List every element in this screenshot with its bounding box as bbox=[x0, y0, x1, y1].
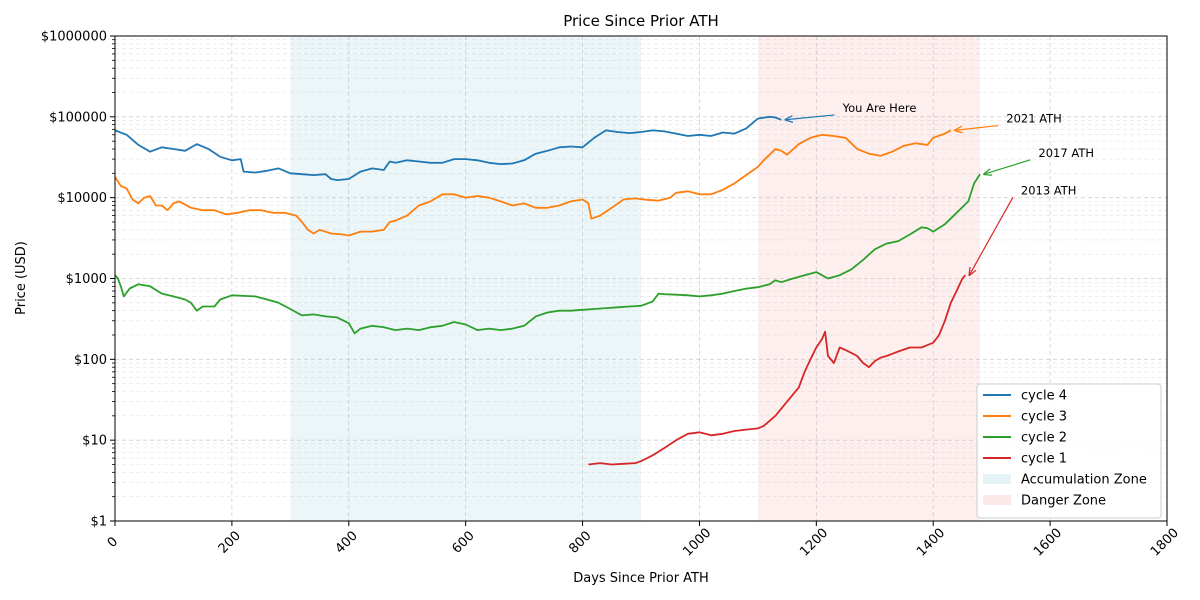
legend-label-cycle-4: cycle 4 bbox=[1021, 389, 1067, 404]
annotation-arrow-2017-ath bbox=[984, 159, 1031, 174]
x-axis-label: Days Since Prior ATH bbox=[573, 571, 709, 586]
series-line-cycle-1 bbox=[588, 274, 967, 466]
series-lines bbox=[114, 115, 981, 466]
series-line-cycle-3 bbox=[114, 129, 952, 237]
chart-title: Price Since Prior ATH bbox=[563, 12, 719, 30]
annotations: You Are Here 2021 ATH 2017 ATH 2013 ATH bbox=[785, 101, 1094, 275]
y-axis-label: Price (USD) bbox=[14, 241, 29, 315]
annotation-2017-ath: 2017 ATH bbox=[1038, 146, 1094, 160]
legend-box bbox=[976, 383, 1162, 519]
series-line-cycle-2 bbox=[114, 173, 981, 335]
legend-label-danger-zone: Danger Zone bbox=[1021, 494, 1106, 509]
annotation-2013-ath: 2013 ATH bbox=[1021, 183, 1077, 197]
y-tick-label: $10 bbox=[82, 434, 107, 449]
annotation-you-are-here: You Are Here bbox=[842, 101, 917, 115]
y-tick-label: $1 bbox=[90, 515, 107, 530]
y-tick-label: $1000 bbox=[66, 272, 107, 287]
y-tick-label: $100 bbox=[74, 353, 107, 368]
y-tick-label: $10000 bbox=[57, 191, 107, 206]
legend-swatch-danger-zone bbox=[983, 495, 1011, 505]
legend: cycle 4 cycle 3 cycle 2 cycle 1 Accumulation… bbox=[976, 383, 1162, 519]
legend-label-cycle-2: cycle 2 bbox=[1021, 431, 1067, 446]
y-tick-label: $100000 bbox=[49, 110, 107, 125]
annotation-arrow-you-are-here bbox=[785, 114, 835, 120]
y-tick-label: $1000000 bbox=[41, 30, 107, 45]
legend-label-cycle-1: cycle 1 bbox=[1021, 452, 1067, 467]
legend-swatch-accumulation-zone bbox=[983, 474, 1011, 484]
y-axis-ticks: $1 $10 $100 $1000 $10000 $100000 $1000000 bbox=[41, 30, 115, 530]
annotation-2021-ath: 2021 ATH bbox=[1006, 112, 1062, 126]
annotation-arrow-2013-ath bbox=[969, 197, 1014, 275]
legend-label-cycle-3: cycle 3 bbox=[1021, 410, 1067, 425]
legend-label-accumulation-zone: Accumulation Zone bbox=[1021, 473, 1147, 488]
series-line-cycle-4 bbox=[114, 115, 782, 182]
annotation-arrow-2021-ath bbox=[955, 124, 999, 131]
